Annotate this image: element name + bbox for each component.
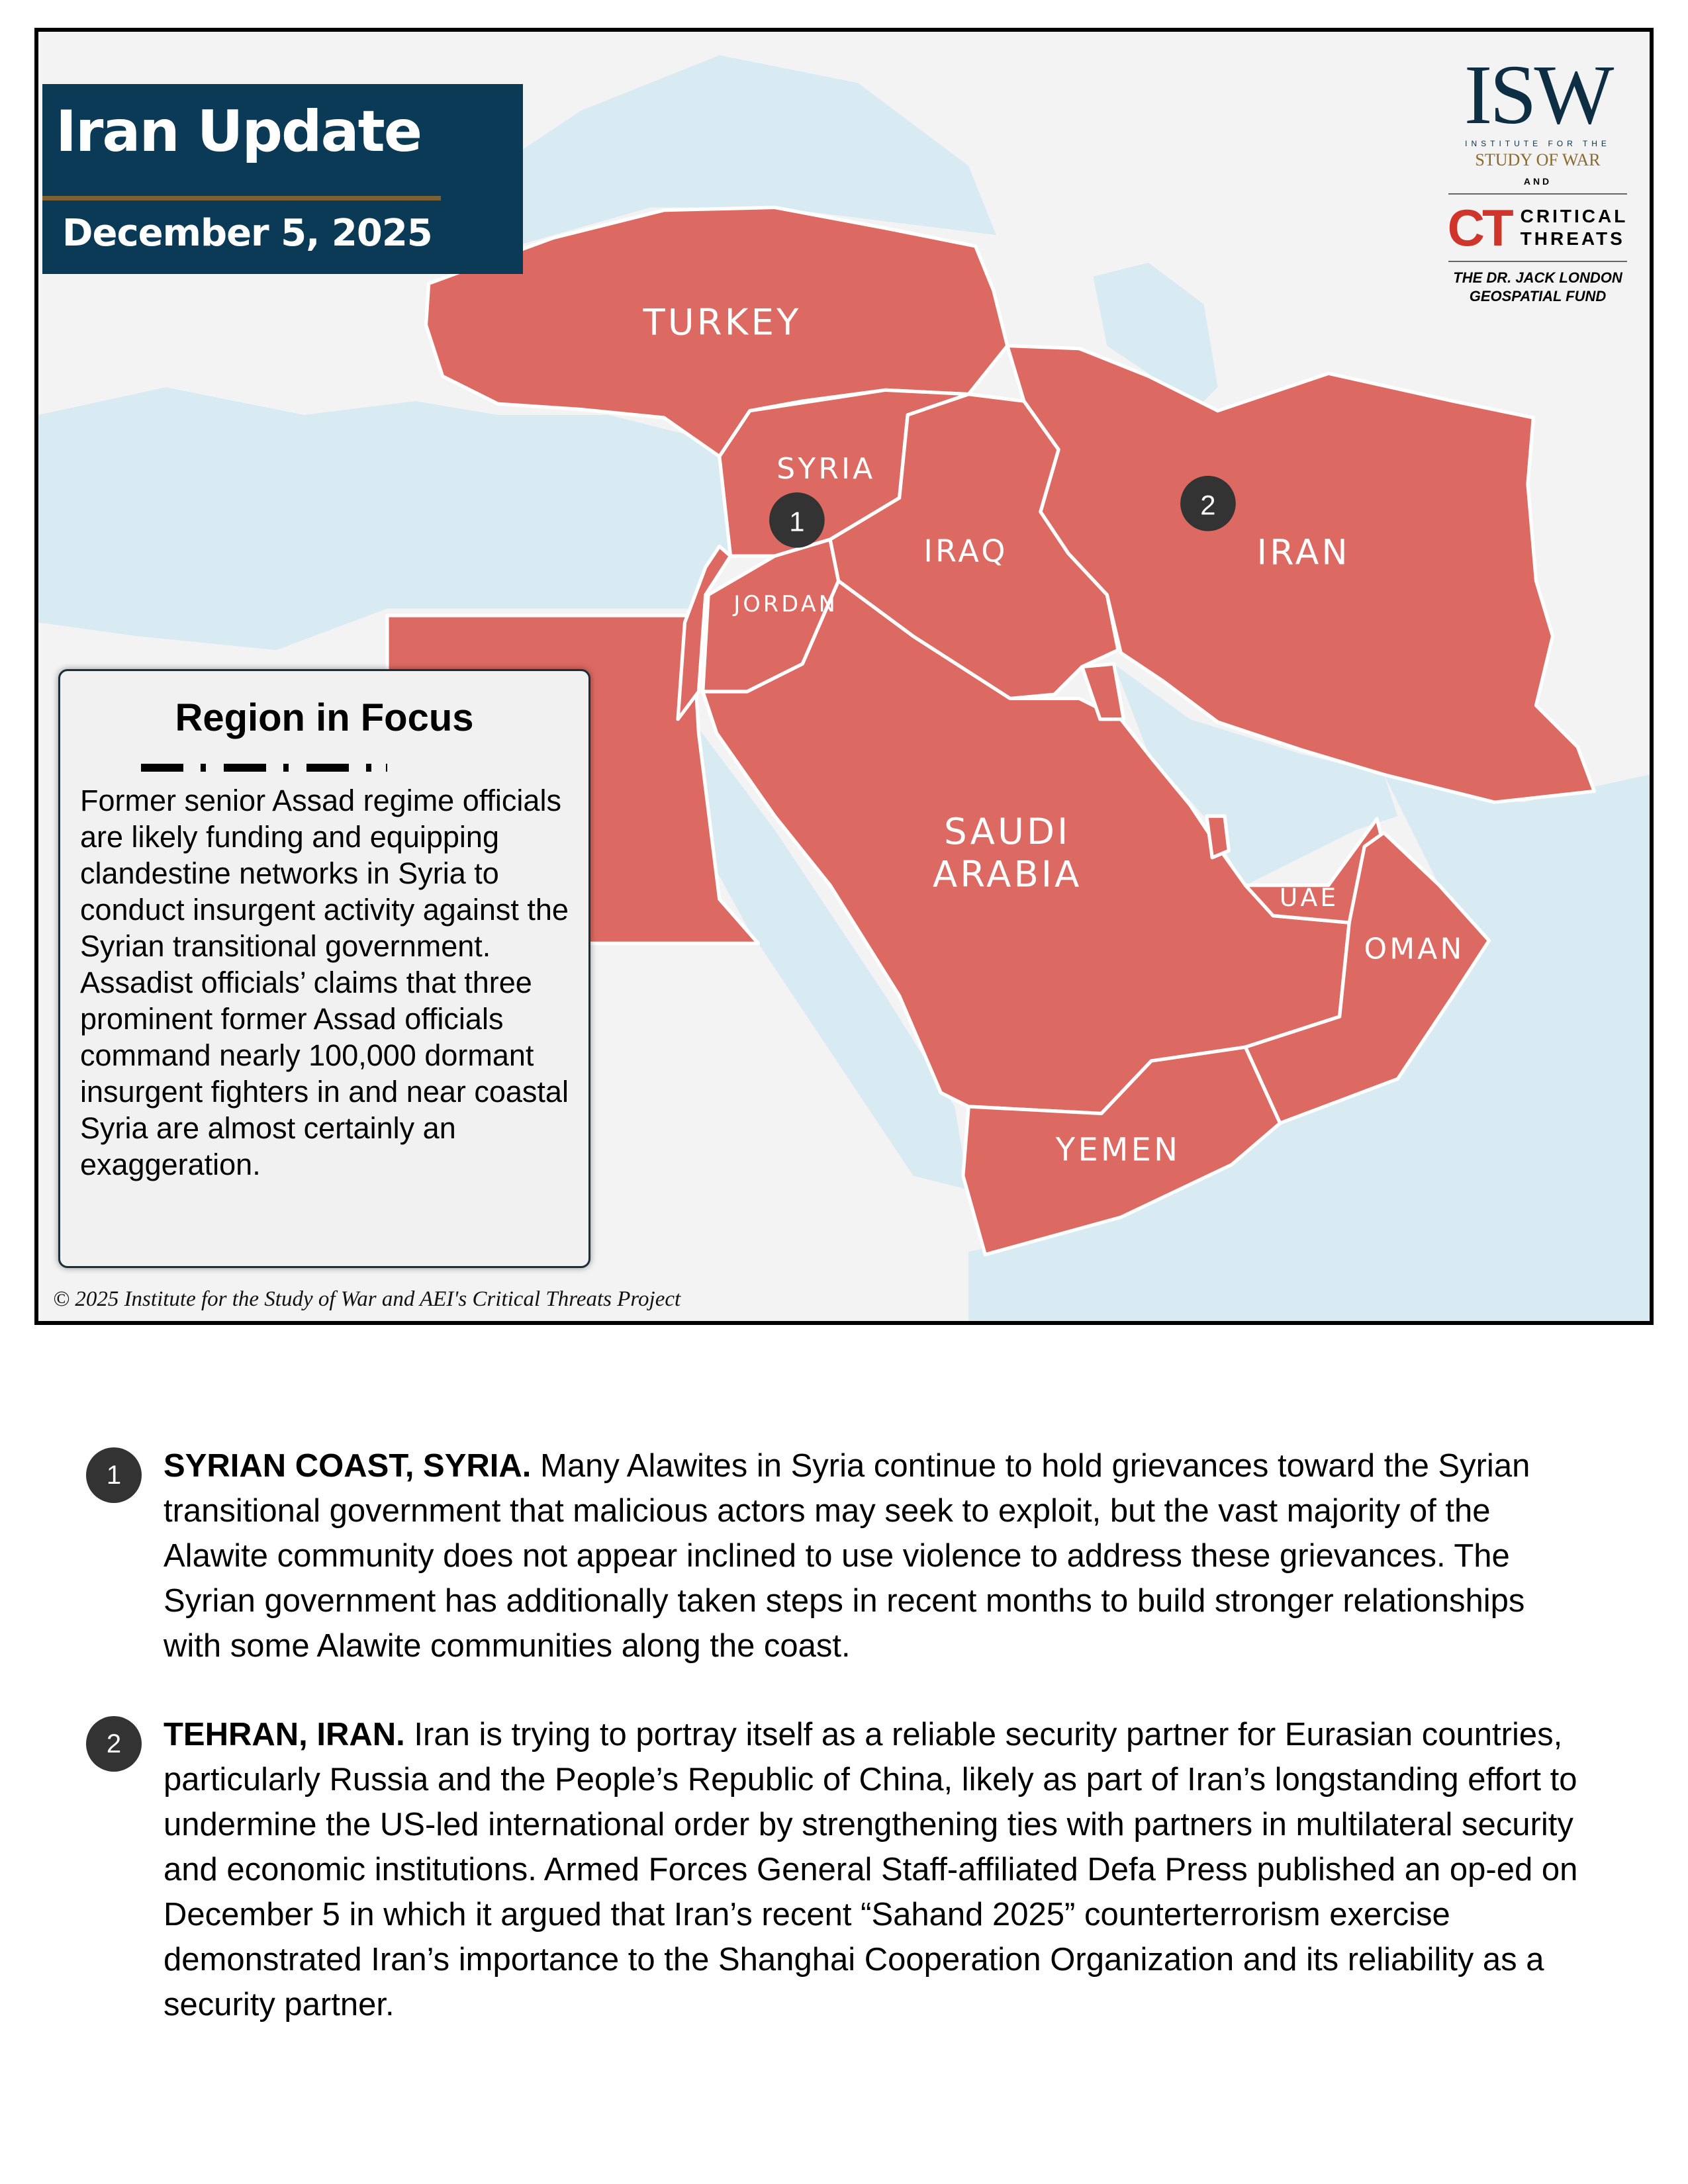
dash-dot-divider: [141, 764, 387, 772]
region-in-focus-text: Former senior Assad regime officials are…: [80, 784, 569, 1181]
water-bodies: [38, 55, 1650, 1321]
title-banner: Iran Update December 5, 2025: [42, 84, 523, 274]
page-title: Iran Update: [56, 99, 422, 165]
caspian-sea: [1093, 263, 1218, 415]
page-date: December 5, 2025: [62, 212, 433, 255]
fund-line-2: GEOSPATIAL FUND: [1469, 288, 1607, 304]
label-iran: IRAN: [1257, 533, 1350, 573]
title-divider: [42, 196, 441, 201]
logo-and: AND: [1523, 176, 1552, 187]
country-iran: [1006, 343, 1596, 804]
isw-subtitle-1: INSTITUTE FOR THE: [1465, 139, 1611, 148]
label-jordan: JORDAN: [732, 591, 838, 617]
item-body: Iran is trying to portray itself as a re…: [164, 1717, 1578, 2023]
arabian-sea: [968, 774, 1650, 1321]
item-heading: SYRIAN COAST, SYRIA.: [164, 1448, 532, 1484]
marker-1-label: 1: [789, 506, 804, 537]
label-turkey: TURKEY: [642, 302, 801, 343]
country-kuwait: [1080, 662, 1126, 721]
label-arabia: ARABIA: [933, 854, 1082, 895]
country-yemen: [961, 1045, 1282, 1257]
list-item-1: 1 SYRIAN COAST, SYRIA. Many Alawites in …: [86, 1443, 1582, 1668]
country-oman: [1243, 831, 1491, 1125]
isw-logo: ISW: [1464, 48, 1615, 142]
region-in-focus-title: Region in Focus: [175, 696, 474, 739]
label-oman: OMAN: [1364, 932, 1465, 966]
isw-subtitle-2: STUDY OF WAR: [1475, 150, 1601, 169]
country-qatar: [1205, 814, 1231, 860]
fund-line-1: THE DR. JACK LONDON: [1453, 269, 1622, 286]
label-uae: UAE: [1280, 883, 1339, 912]
marker-1[interactable]: 1: [769, 492, 825, 548]
item-number-badge: 2: [86, 1716, 142, 1772]
label-saudi: SAUDI: [944, 811, 1070, 852]
country-lebanon-israel: [676, 544, 733, 721]
item-body: Many Alawites in Syria continue to hold …: [164, 1448, 1530, 1664]
label-iraq: IRAQ: [923, 533, 1008, 569]
map-canvas: TURKEY SYRIA IRAQ IRAN JORDAN SAUDI ARAB…: [38, 55, 1650, 1321]
mediterranean-sea: [38, 387, 733, 651]
ct-line-1: CRITICAL: [1520, 206, 1628, 226]
marker-2[interactable]: 2: [1180, 475, 1236, 531]
map: TURKEY SYRIA IRAQ IRAN JORDAN SAUDI ARAB…: [34, 28, 1654, 1325]
ct-logo: CT CRITICAL THREATS: [1442, 201, 1634, 254]
ct-line-2: THREATS: [1520, 228, 1625, 249]
marker-2-label: 2: [1200, 489, 1215, 520]
logo-divider: [1448, 261, 1627, 262]
red-sea: [622, 664, 969, 1190]
black-sea: [456, 55, 997, 263]
label-yemen: YEMEN: [1055, 1132, 1181, 1169]
list-item-2: 2 TEHRAN, IRAN. Iran is trying to portra…: [86, 1712, 1582, 2027]
copyright: © 2025 Institute for the Study of War an…: [53, 1287, 681, 1311]
region-in-focus-box: Region in Focus Former senior Assad regi…: [58, 669, 590, 1268]
logo-divider: [1448, 193, 1627, 195]
ct-mark: CT: [1447, 199, 1514, 257]
item-number-badge: 1: [86, 1447, 142, 1503]
summary-list: 1 SYRIAN COAST, SYRIA. Many Alawites in …: [86, 1443, 1582, 2027]
label-syria: SYRIA: [776, 452, 875, 486]
item-heading: TEHRAN, IRAN.: [164, 1717, 405, 1752]
persian-gulf: [1113, 664, 1398, 886]
isw-ct-logo: ISW INSTITUTE FOR THE STUDY OF WAR AND C…: [1442, 52, 1634, 306]
